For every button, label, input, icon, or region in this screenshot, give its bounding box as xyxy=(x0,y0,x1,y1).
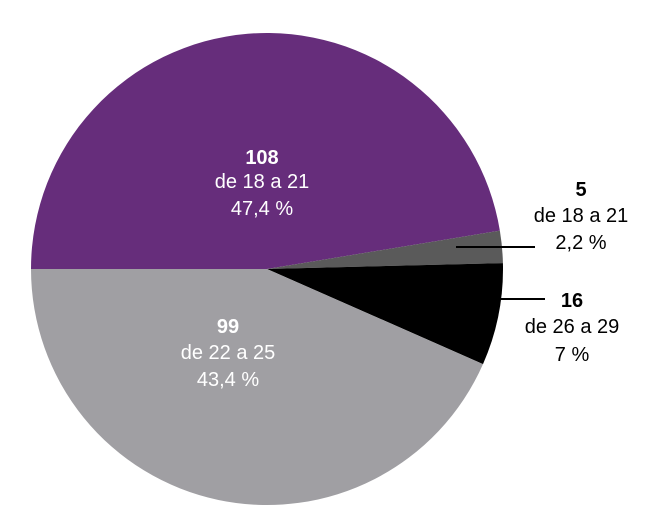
pie-slice-3 xyxy=(30,269,483,506)
slice2-range-label: de 26 a 29 xyxy=(525,316,620,338)
slice0-percent-label: 47,4 % xyxy=(231,198,293,220)
slice1-range-label: de 18 a 21 xyxy=(534,205,629,227)
pie-slice-0 xyxy=(31,32,500,269)
slice0-count-label: 108 xyxy=(245,147,278,169)
pie-slice-2 xyxy=(267,263,504,365)
pie-slice-1 xyxy=(267,230,503,269)
pie-slices xyxy=(30,32,504,506)
slice3-range-label: de 22 a 25 xyxy=(181,342,276,364)
slice2-count-label: 16 xyxy=(561,290,583,312)
slice2-percent-label: 7 % xyxy=(555,344,590,366)
slice1-percent-label: 2,2 % xyxy=(555,232,606,254)
slice1-count-label: 5 xyxy=(575,179,586,201)
slice3-count-label: 99 xyxy=(217,316,239,338)
slice3-percent-label: 43,4 % xyxy=(197,369,259,391)
slice0-range-label: de 18 a 21 xyxy=(215,171,310,193)
